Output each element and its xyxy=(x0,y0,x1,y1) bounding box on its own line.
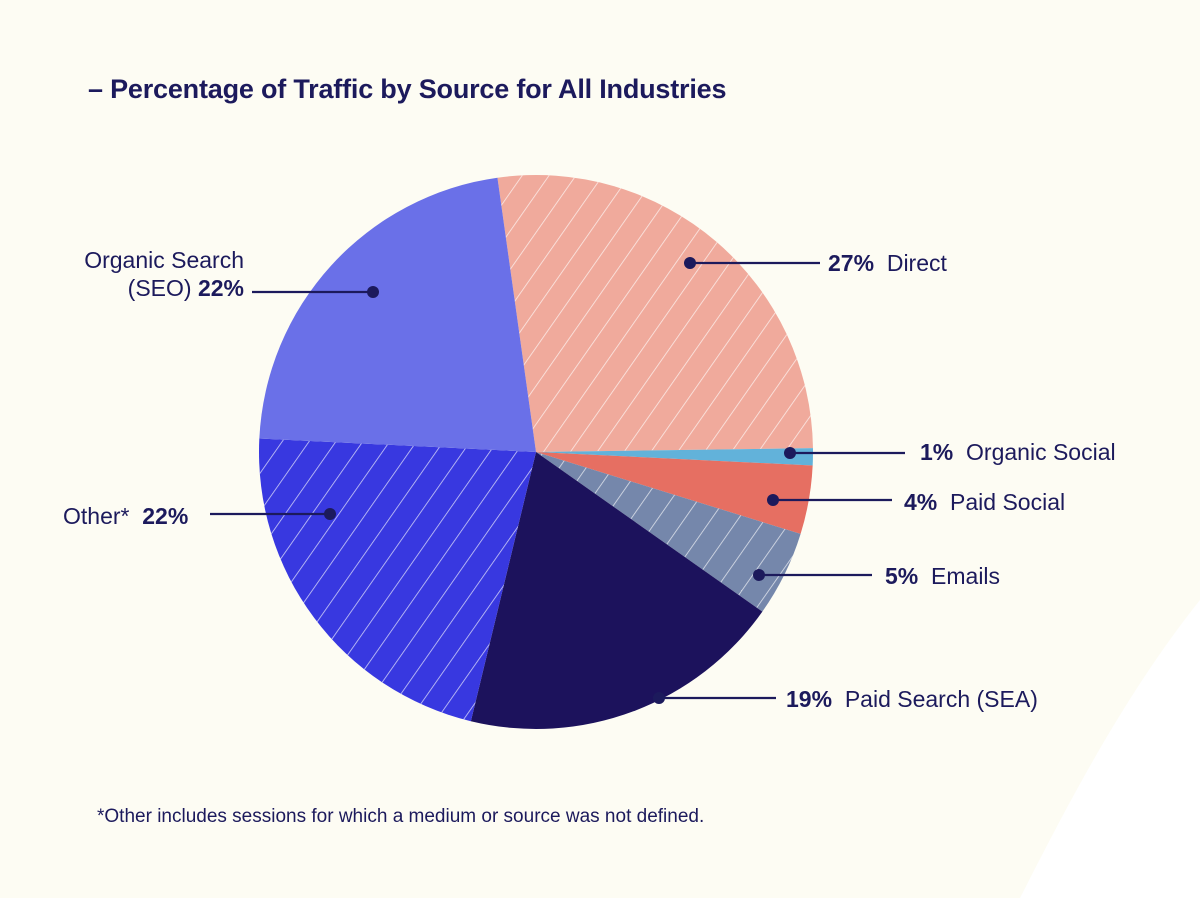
label-other-value: 22% xyxy=(142,503,189,529)
leader-dot-organic-search xyxy=(367,286,379,298)
pie-slice-hatch-emails xyxy=(536,452,801,612)
label-paid-social-name: Paid Social xyxy=(950,489,1066,515)
label-organic-social-value: 1% xyxy=(920,439,954,465)
label-other: Other* 22% xyxy=(63,502,188,530)
label-organic-search-line2: (SEO) xyxy=(127,275,192,301)
leader-dot-direct xyxy=(684,257,696,269)
chart-title: – Percentage of Traffic by Source for Al… xyxy=(88,74,727,104)
label-direct-name: Direct xyxy=(886,250,947,276)
pie-slice-organic-social xyxy=(536,448,813,466)
label-paid-search-value: 19% xyxy=(786,686,833,712)
pie-slice-paid-search-sea xyxy=(470,452,763,729)
leader-dot-emails xyxy=(753,569,765,581)
label-organic-social: 1% Organic Social xyxy=(920,438,1116,466)
leader-dot-paid-social xyxy=(767,494,779,506)
label-organic-search-line1: Organic Search xyxy=(84,247,244,273)
label-other-name: Other* xyxy=(63,503,130,529)
label-paid-search-name: Paid Search (SEA) xyxy=(844,686,1038,712)
label-organic-search-line2-wrap: (SEO) 22% xyxy=(40,274,244,302)
label-emails-name: Emails xyxy=(931,563,1001,589)
leader-dot-paid-search xyxy=(653,692,665,704)
footnote: *Other includes sessions for which a med… xyxy=(97,806,705,827)
label-emails-value: 5% xyxy=(885,563,919,589)
label-paid-social-value: 4% xyxy=(904,489,938,515)
pie-slice-hatch-direct xyxy=(497,175,813,452)
label-paid-search: 19% Paid Search (SEA) xyxy=(786,685,1038,713)
label-paid-social: 4% Paid Social xyxy=(904,488,1065,516)
leader-dot-organic-social xyxy=(784,447,796,459)
label-organic-social-name: Organic Social xyxy=(966,439,1116,465)
label-emails: 5% Emails xyxy=(885,562,1000,590)
leader-dot-other xyxy=(324,508,336,520)
pie-slice-organic-search-seo xyxy=(259,177,536,452)
label-direct-value: 27% xyxy=(828,250,875,276)
label-organic-search-value: 22% xyxy=(197,275,244,301)
label-organic-search: Organic Search (SEO) 22% xyxy=(40,246,244,302)
label-direct: 27% Direct xyxy=(828,249,947,277)
pie-slice-paid-social xyxy=(536,452,813,534)
